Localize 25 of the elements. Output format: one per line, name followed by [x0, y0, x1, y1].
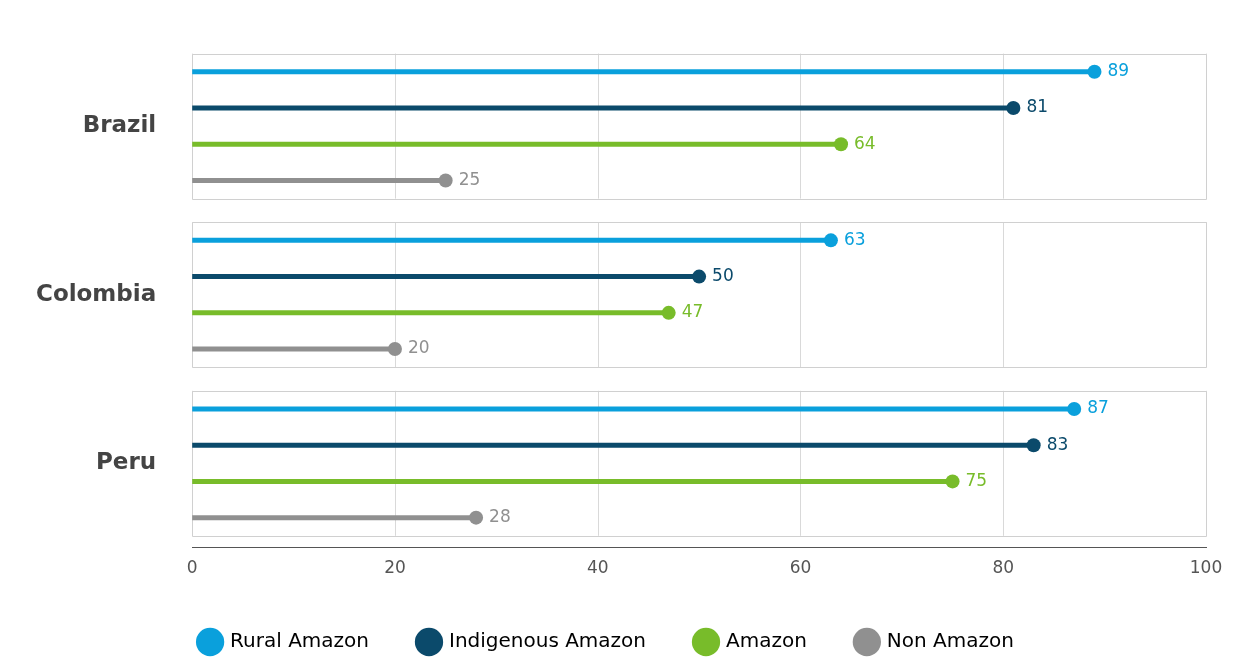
legend-label: Non Amazon: [886, 628, 1014, 653]
x-tick-label: 40: [586, 557, 609, 578]
data-label: 64: [854, 132, 876, 153]
legend-label: Indigenous Amazon: [448, 628, 647, 653]
x-tick-label: 80: [992, 557, 1015, 578]
data-label: 63: [843, 228, 866, 249]
legend-label: Amazon: [726, 628, 807, 653]
data-label: 89: [1107, 60, 1130, 81]
data-label: 47: [681, 301, 704, 322]
data-label: 75: [965, 469, 988, 490]
y-tick-label: Colombia: [36, 279, 157, 306]
x-tick-label: 100: [1189, 557, 1223, 578]
data-label: 20: [407, 337, 430, 358]
x-tick-label: 0: [186, 557, 198, 578]
x-tick-label: 20: [384, 557, 406, 578]
y-tick-label: Peru: [96, 448, 157, 475]
data-label: 25: [458, 168, 481, 189]
data-label: 81: [1026, 96, 1049, 117]
data-label: 87: [1087, 397, 1109, 418]
y-tick-label: Brazil: [82, 111, 157, 138]
legend-label: Rural Amazon: [230, 628, 369, 653]
x-tick-label: 60: [789, 557, 812, 578]
data-label: 50: [712, 265, 734, 285]
data-label: 83: [1046, 433, 1069, 454]
data-label: 28: [489, 506, 511, 527]
